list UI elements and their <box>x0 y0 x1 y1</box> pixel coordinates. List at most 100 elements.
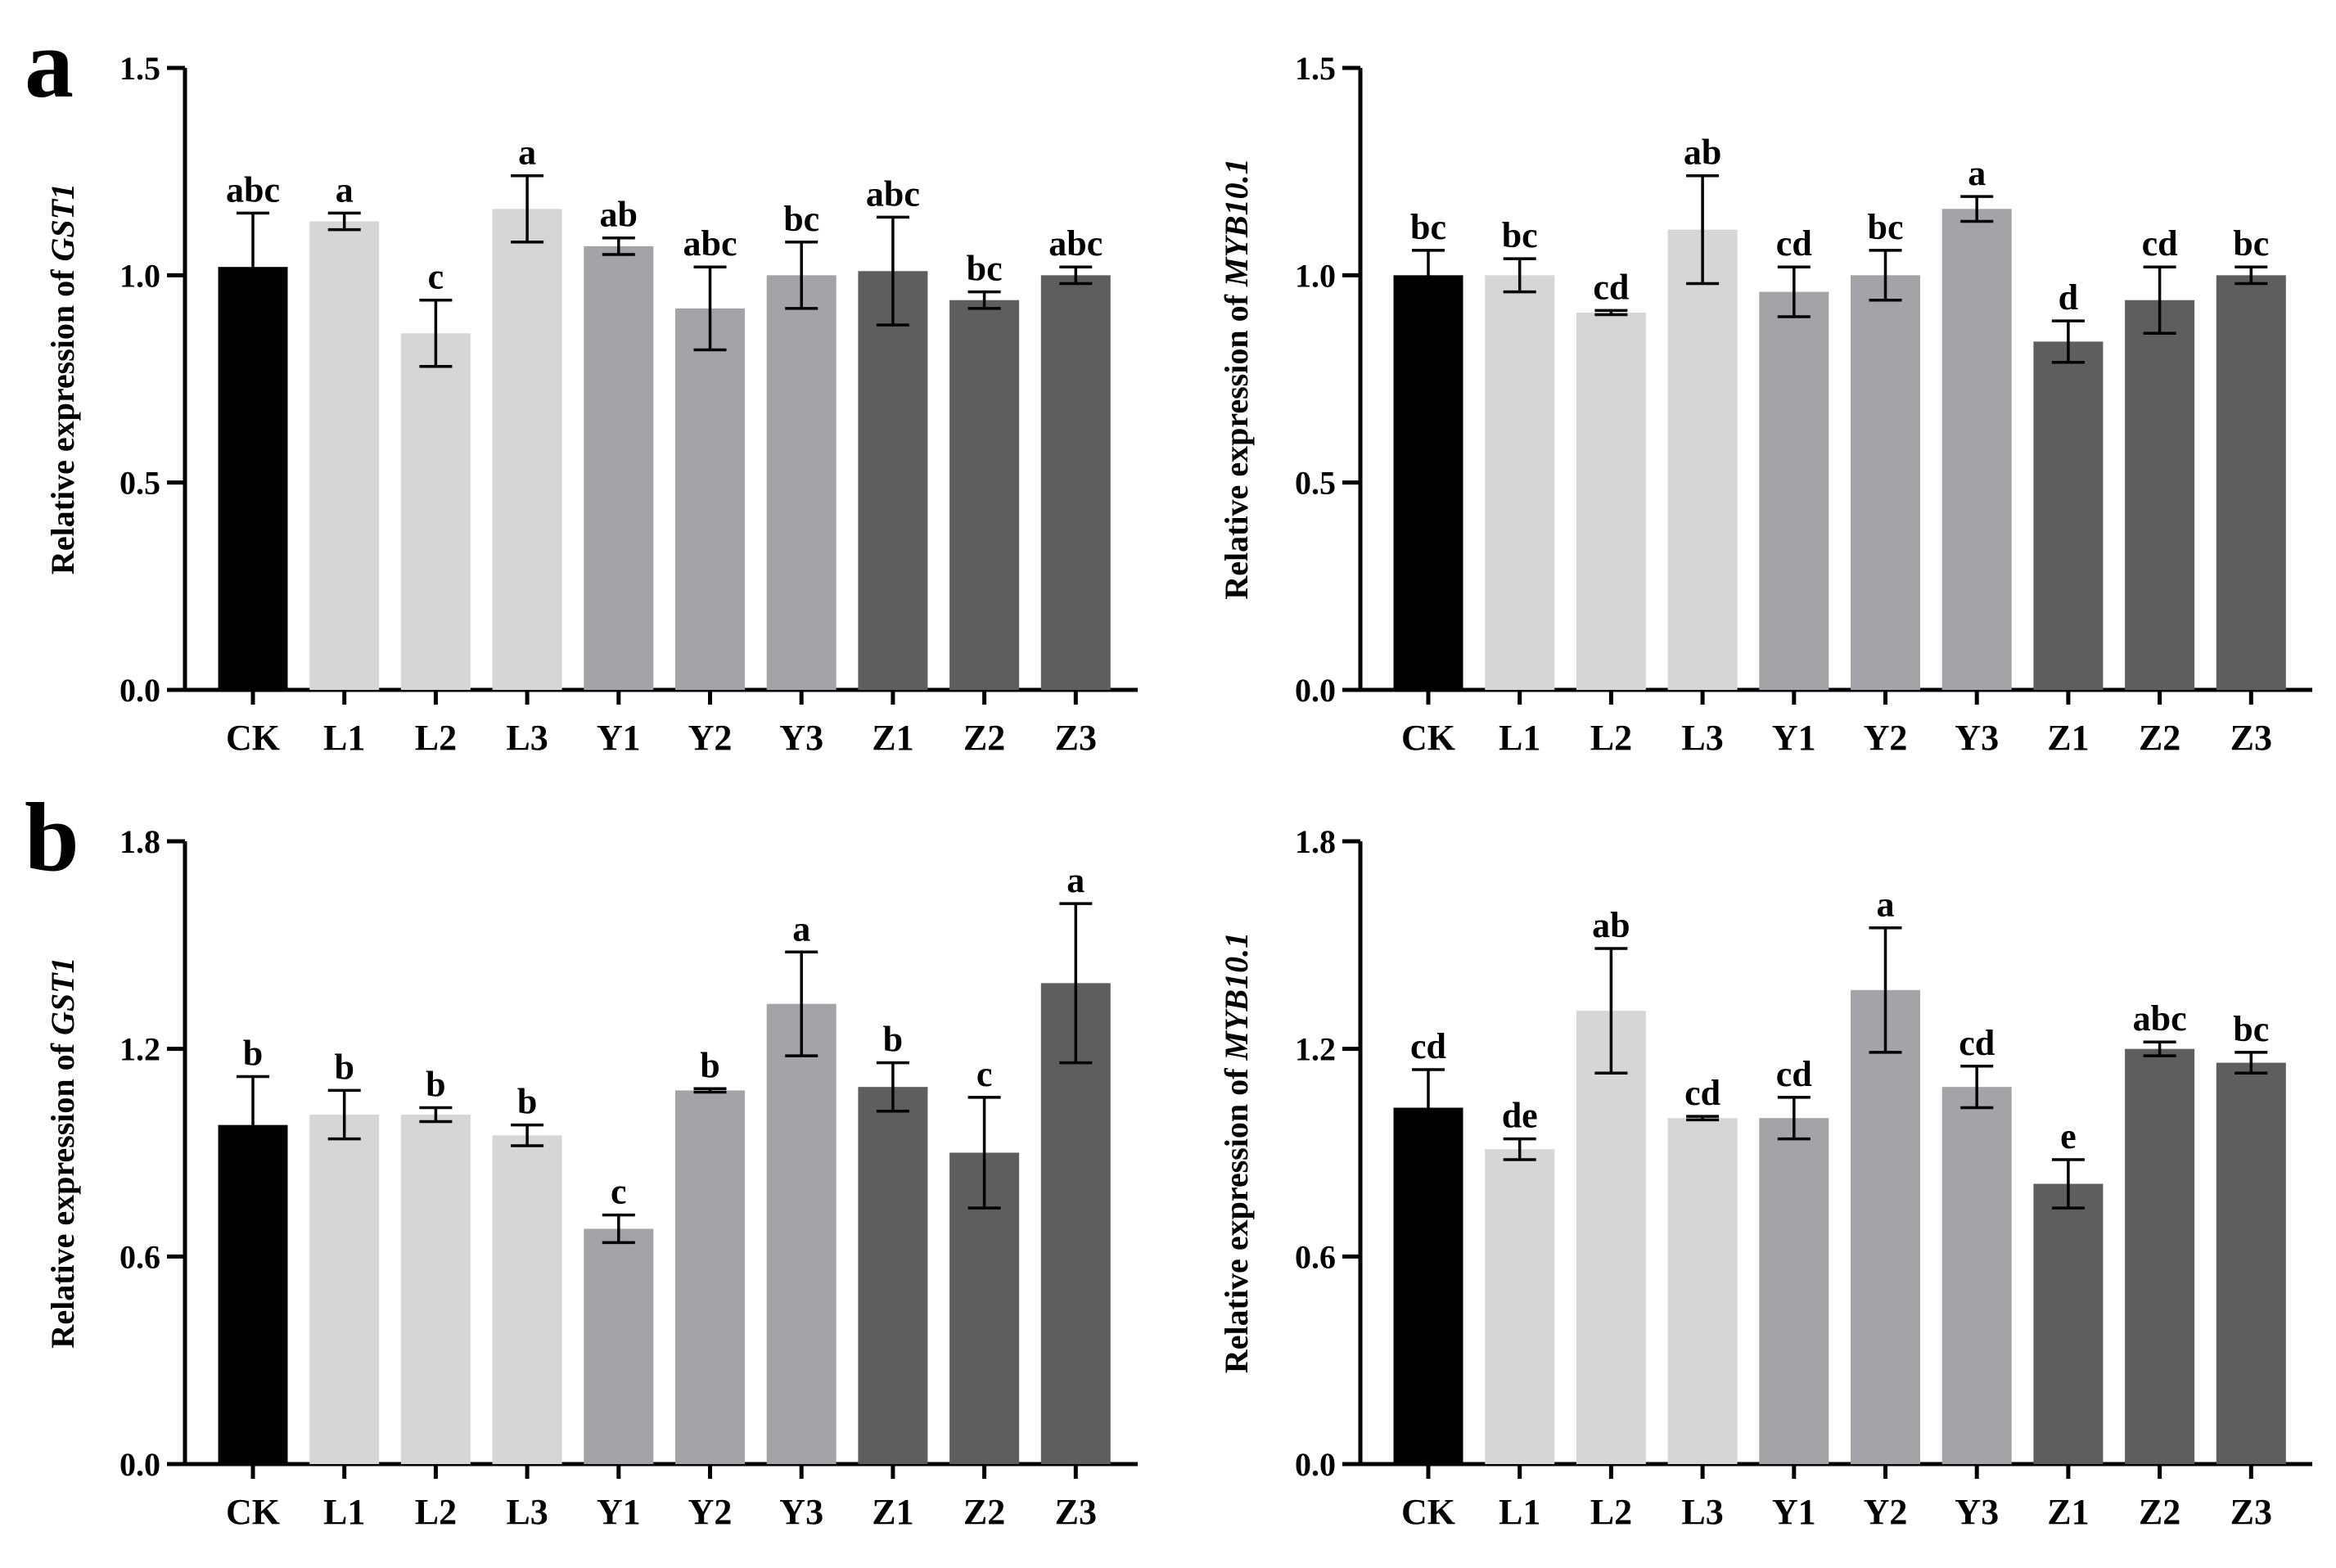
y-tick-label: 1.2 <box>120 1031 160 1068</box>
y-tick-label: 1.8 <box>1295 823 1336 860</box>
x-tick-label-Z3: Z3 <box>2230 718 2272 758</box>
bar-Z3 <box>2216 275 2286 690</box>
y-tick-label: 1.5 <box>120 50 160 87</box>
y-axis-label: Relative expression of MYB10.1 <box>1218 158 1255 599</box>
significance-label-Y3: a <box>1968 153 1986 193</box>
x-tick-label-L3: L3 <box>506 1492 548 1532</box>
significance-label-L3: ab <box>1684 133 1721 173</box>
bar-CK <box>1393 275 1463 690</box>
bar-CK <box>1393 1107 1463 1464</box>
significance-label-Z2: cd <box>2142 223 2178 264</box>
significance-label-L1: bc <box>1502 215 1538 255</box>
significance-label-Y3: cd <box>1959 1023 1995 1063</box>
y-tick-label: 1.5 <box>1295 50 1336 87</box>
bar-Y2 <box>675 1090 745 1464</box>
x-tick-label-Z2: Z2 <box>2139 718 2180 758</box>
significance-label-Z1: b <box>883 1020 903 1060</box>
y-tick-label: 0.0 <box>120 1446 160 1483</box>
bar-L2 <box>1576 1011 1646 1464</box>
y-axis-label-gene: MYB10.1 <box>1218 932 1255 1061</box>
significance-label-L2: ab <box>1592 905 1630 945</box>
x-tick-label-L3: L3 <box>1681 1492 1723 1532</box>
y-tick-label: 0.5 <box>1295 465 1336 502</box>
x-tick-label-L1: L1 <box>1499 718 1540 758</box>
significance-label-Z3: a <box>1067 860 1085 900</box>
x-tick-label-Y1: Y1 <box>597 718 641 758</box>
bar-Y1 <box>1759 291 1829 690</box>
x-tick-label-Y2: Y2 <box>1864 1492 1908 1532</box>
significance-label-Y2: b <box>700 1045 719 1085</box>
significance-label-L1: a <box>336 169 354 210</box>
significance-label-L2: b <box>426 1065 445 1105</box>
bar-L2 <box>400 1114 471 1464</box>
x-tick-label-Z1: Z1 <box>2047 718 2089 758</box>
x-tick-label-Y1: Y1 <box>1772 1492 1816 1532</box>
significance-label-Z1: abc <box>866 173 920 214</box>
significance-label-L1: de <box>1502 1096 1538 1136</box>
chart-3: 0.0 0.6 1.2 1.8 cd CK de L1 ab L2 cd L3 cd Y1 a Y2 cd Y3 e… <box>1218 823 2312 1532</box>
bar-L1 <box>309 1114 380 1464</box>
significance-label-CK: abc <box>226 169 280 210</box>
x-tick-label-L3: L3 <box>1681 718 1723 758</box>
y-axis-label-gene: GST1 <box>44 957 81 1035</box>
x-tick-label-Z2: Z2 <box>963 718 1005 758</box>
bar-L1 <box>309 221 380 690</box>
significance-label-L3: a <box>518 133 536 173</box>
x-tick-label-Z1: Z1 <box>872 1492 913 1532</box>
y-tick-label: 1.2 <box>1295 1031 1336 1068</box>
x-tick-label-Z3: Z3 <box>1055 1492 1097 1532</box>
x-tick-label-Y3: Y3 <box>779 718 823 758</box>
x-tick-label-Z3: Z3 <box>2230 1492 2272 1532</box>
bar-Y3 <box>1941 1087 2012 1464</box>
x-tick-label-L2: L2 <box>415 1492 457 1532</box>
significance-label-Z3: bc <box>2233 223 2269 264</box>
significance-label-L1: b <box>334 1047 354 1087</box>
x-tick-label-L1: L1 <box>323 718 365 758</box>
bar-Y1 <box>1759 1118 1829 1464</box>
y-tick-label: 0.0 <box>1295 672 1336 709</box>
significance-label-Z2: abc <box>2133 998 2187 1039</box>
significance-label-Z3: abc <box>1048 223 1103 264</box>
bar-Y3 <box>766 1003 837 1464</box>
y-tick-label: 1.0 <box>1295 257 1336 294</box>
bar-Y3 <box>1941 209 2012 690</box>
y-axis-label: Relative expression of MYB10.1 <box>1218 932 1255 1373</box>
x-tick-label-Z1: Z1 <box>2047 1492 2089 1532</box>
x-tick-label-CK: CK <box>226 718 280 758</box>
x-tick-label-Y1: Y1 <box>597 1492 641 1532</box>
significance-label-L2: c <box>428 257 444 297</box>
x-tick-label-L3: L3 <box>506 718 548 758</box>
y-axis-label-gene: GST1 <box>44 183 81 262</box>
x-tick-label-L1: L1 <box>323 1492 365 1532</box>
bar-Z1 <box>858 271 928 690</box>
significance-label-Y2: a <box>1877 885 1895 925</box>
x-tick-label-L2: L2 <box>1590 1492 1632 1532</box>
y-axis-label: Relative expression of GST1 <box>44 957 81 1348</box>
significance-label-Y1: cd <box>1776 1054 1812 1094</box>
y-tick-label: 0.5 <box>120 465 160 502</box>
y-axis-label: Relative expression of GST1 <box>44 183 81 574</box>
bar-CK <box>218 1124 288 1464</box>
bar-Y1 <box>584 246 654 690</box>
x-tick-label-Z3: Z3 <box>1055 718 1097 758</box>
x-tick-label-Y2: Y2 <box>1864 718 1908 758</box>
y-axis-label-gene: MYB10.1 <box>1218 158 1255 287</box>
significance-label-L3: cd <box>1684 1073 1720 1113</box>
y-axis-label-prefix: Relative expression of <box>1218 1061 1255 1374</box>
x-tick-label-Y1: Y1 <box>1772 718 1816 758</box>
x-tick-label-Z2: Z2 <box>963 1492 1005 1532</box>
bar-Z3 <box>1040 275 1111 690</box>
significance-label-L3: b <box>517 1082 537 1122</box>
x-tick-label-Y2: Y2 <box>688 718 733 758</box>
bar-Y2 <box>1851 989 1920 1464</box>
significance-label-Y3: bc <box>783 199 819 239</box>
y-axis-label-prefix: Relative expression of <box>44 1035 81 1349</box>
x-tick-label-CK: CK <box>1401 718 1455 758</box>
y-tick-label: 0.0 <box>1295 1446 1336 1483</box>
x-tick-label-CK: CK <box>1401 1492 1455 1532</box>
bar-L2 <box>400 333 471 690</box>
y-tick-label: 1.8 <box>120 823 160 860</box>
panel-label-b: b <box>25 782 79 891</box>
x-tick-label-Z1: Z1 <box>872 718 913 758</box>
